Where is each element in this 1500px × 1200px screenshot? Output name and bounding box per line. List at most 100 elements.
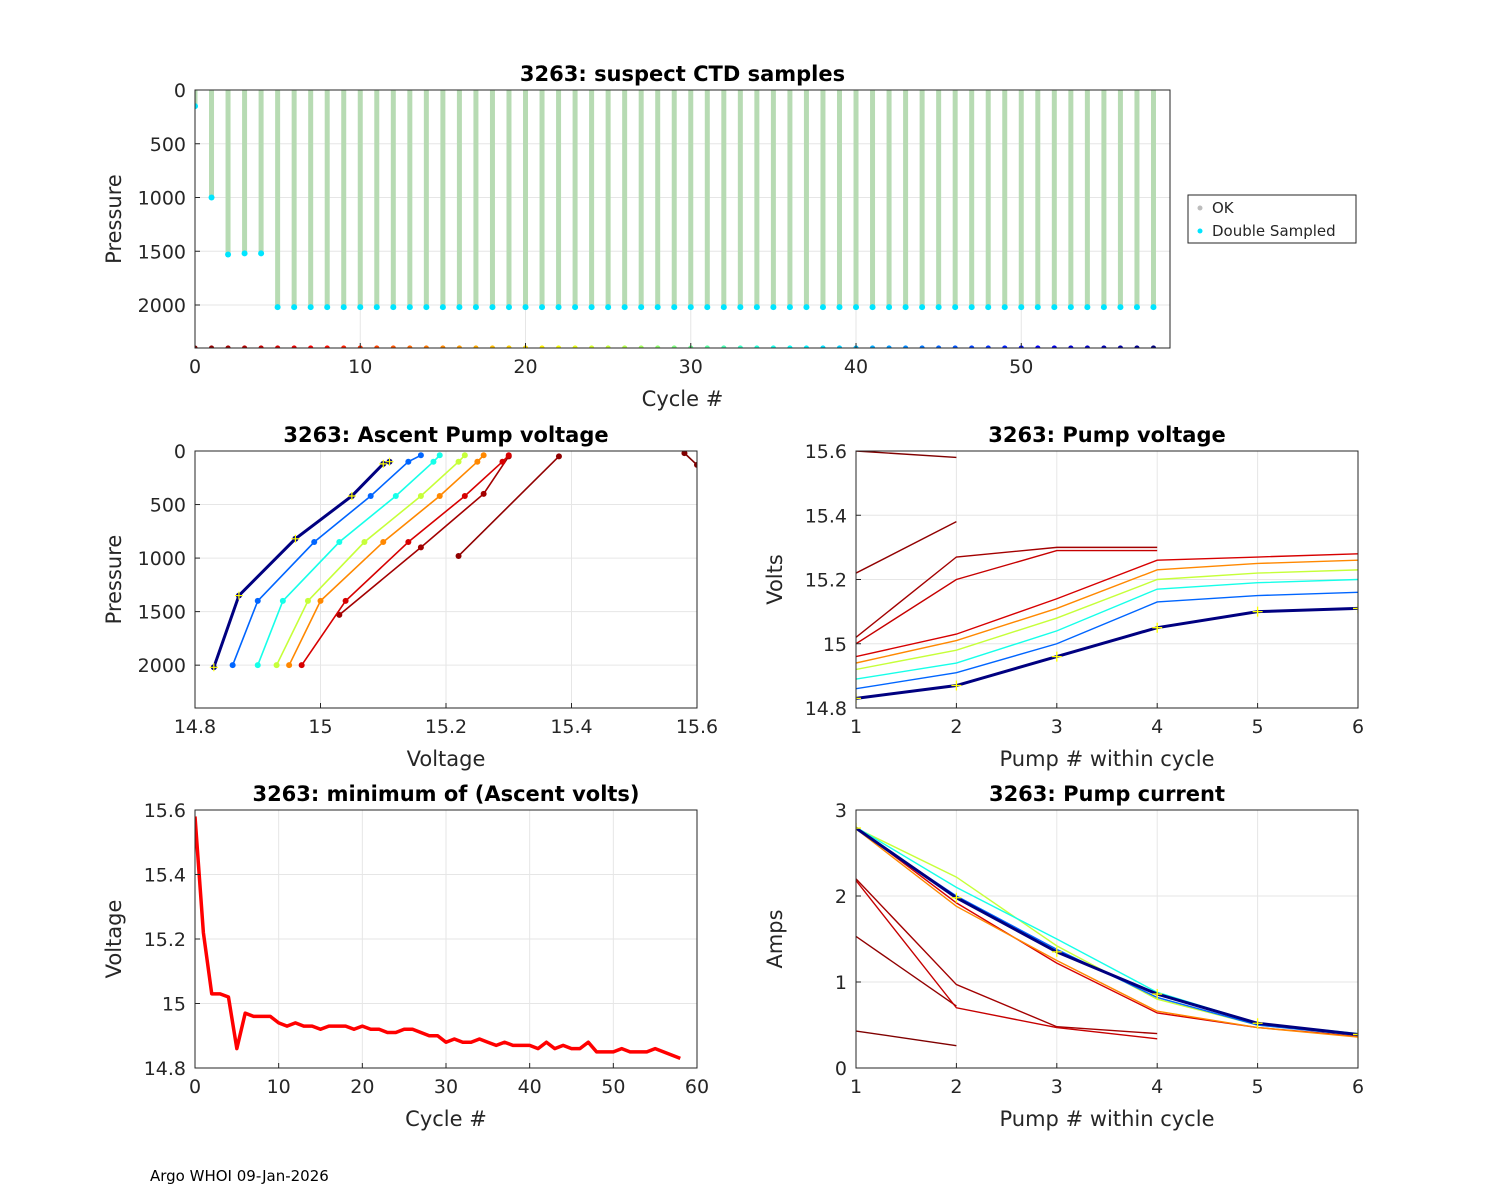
cycle-color-marker — [770, 345, 776, 348]
plot-area — [195, 816, 681, 1060]
latest-cycle-marker — [1152, 622, 1163, 633]
x-tick-label: 50 — [1009, 356, 1033, 378]
ascent-profile-point — [317, 597, 324, 604]
x-tick-label: 20 — [513, 356, 537, 378]
x-tick-label: 6 — [1352, 1076, 1364, 1098]
cycle-color-marker — [671, 345, 677, 348]
chart-title: 3263: suspect CTD samples — [520, 62, 845, 86]
cycle-color-marker — [787, 345, 793, 348]
pump-series-line — [856, 451, 957, 459]
latest-cycle-marker — [856, 823, 861, 834]
ascent-profile-point — [254, 597, 261, 604]
cycle-color-marker — [836, 345, 843, 348]
double-sampled-point — [307, 304, 314, 311]
ascent-pump-voltage-panel: 14.8 15 15.2 15.4 15.6 0 500 1000 1500 2000 3263: … — [102, 423, 718, 771]
x-axis-label: Cycle # — [642, 387, 724, 411]
double-sampled-point — [886, 304, 893, 311]
cycle-color-marker — [1084, 345, 1090, 348]
cycle-color-marker — [489, 345, 496, 348]
cycle-color-marker — [195, 345, 198, 348]
pump-series-line — [856, 559, 1358, 664]
double-sampled-point — [638, 304, 645, 311]
cycle-color-marker — [952, 345, 958, 348]
y-tick-label: 1500 — [138, 602, 186, 624]
ascent-profile-point — [392, 492, 399, 499]
x-tick-label: 4 — [1151, 1076, 1163, 1098]
cycle-color-marker — [506, 345, 512, 348]
x-tick-label: 15.2 — [425, 716, 467, 738]
chart-title: 3263: minimum of (Ascent volts) — [252, 782, 639, 806]
x-tick-label: 50 — [601, 1076, 625, 1098]
latest-cycle-marker — [209, 663, 218, 672]
double-sampled-point — [1067, 304, 1074, 311]
ascent-profile-point — [380, 539, 387, 546]
cycle-color-marker — [1002, 345, 1008, 348]
cycle-color-marker — [473, 345, 479, 348]
double-sampled-point — [439, 304, 446, 311]
y-tick-label: 1000 — [138, 548, 186, 570]
pump-series-line — [856, 591, 1358, 690]
cycle-color-marker — [985, 345, 991, 348]
ascent-profile-point — [461, 452, 468, 459]
x-axis-label: Pump # within cycle — [1000, 747, 1215, 771]
double-sampled-point — [225, 251, 232, 258]
cycle-color-marker — [704, 345, 710, 348]
cycle-color-marker — [308, 345, 314, 348]
y-tick-label: 15.6 — [144, 800, 186, 822]
pump-series-line — [856, 880, 1158, 1040]
pump-series-line — [856, 553, 1358, 658]
double-sampled-point — [786, 304, 793, 311]
cycle-color-marker — [902, 345, 909, 348]
x-tick-label: 15 — [308, 716, 332, 738]
double-sampled-point — [1133, 304, 1140, 311]
y-tick-label: 14.8 — [805, 698, 847, 720]
cycle-color-marker — [258, 345, 264, 348]
cycle-color-marker — [622, 345, 628, 348]
latest-cycle-marker — [1051, 946, 1062, 957]
latest-cycle-marker — [1353, 603, 1358, 614]
double-sampled-point — [919, 304, 926, 311]
double-sampled-point — [1084, 304, 1091, 311]
double-sampled-point — [1051, 304, 1058, 311]
latest-cycle-marker — [951, 680, 962, 691]
double-sampled-point — [340, 304, 347, 311]
y-tick-label: 1500 — [138, 241, 186, 263]
y-tick-label: 0 — [174, 441, 186, 463]
ascent-profile-point — [279, 597, 286, 604]
latest-cycle-marker — [347, 491, 356, 500]
cycle-color-marker — [1101, 345, 1107, 348]
double-sampled-point — [274, 304, 281, 311]
pump-voltage-panel: 1 2 3 4 5 6 14.8 15 15.2 15.4 15.6 3263: Pump volta… — [763, 423, 1364, 771]
cycle-color-marker — [440, 345, 446, 348]
cycle-color-marker — [241, 345, 248, 348]
pump-series-line — [856, 826, 1358, 1036]
x-tick-label: 40 — [518, 1076, 542, 1098]
y-tick-label: 15.2 — [805, 570, 847, 592]
ascent-profile-point — [417, 544, 424, 551]
double-sampled-point — [654, 304, 661, 311]
double-sampled-point — [539, 304, 546, 311]
ascent-profile-point — [480, 452, 487, 459]
y-tick-label: 15.6 — [805, 441, 847, 463]
ascent-profile-point — [480, 490, 487, 497]
latest-cycle-marker — [385, 457, 394, 466]
double-sampled-point — [241, 250, 248, 257]
latest-cycle-marker — [1353, 1029, 1358, 1040]
y-tick-label: 15.4 — [144, 865, 186, 887]
x-tick-label: 1 — [850, 1076, 862, 1098]
axes-frame — [194, 89, 1171, 349]
y-axis-label: Voltage — [102, 900, 126, 979]
ascent-profile-point — [436, 492, 443, 499]
y-tick-label: 3 — [835, 800, 847, 822]
x-axis-label: Pump # within cycle — [1000, 1107, 1215, 1131]
cycle-color-marker — [1117, 345, 1124, 348]
cycle-color-marker — [208, 345, 215, 348]
double-sampled-point — [1001, 304, 1008, 311]
x-tick-label: 0 — [189, 1076, 201, 1098]
ascent-profile-point — [461, 492, 468, 499]
plot-area — [195, 90, 1157, 348]
double-sampled-point — [456, 304, 463, 311]
double-sampled-point — [985, 304, 992, 311]
pump-series-line — [856, 549, 1158, 645]
